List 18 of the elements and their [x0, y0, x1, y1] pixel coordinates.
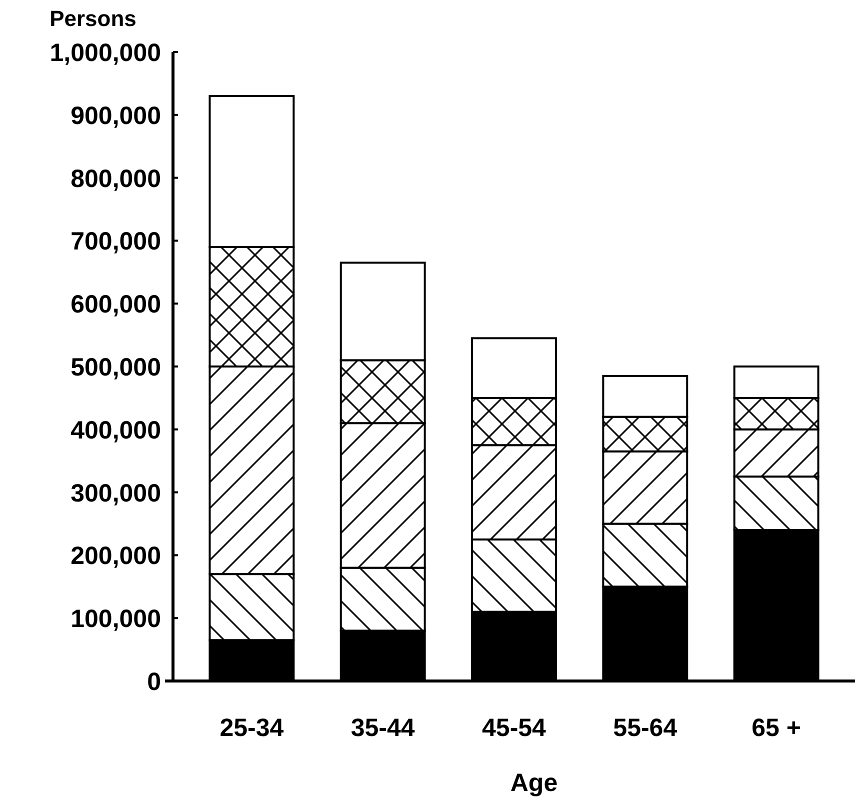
y-tick-label: 200,000 — [70, 542, 161, 570]
y-tick-label: 0 — [147, 668, 161, 696]
y-axis-title: Persons — [50, 6, 136, 31]
y-tick-label: 600,000 — [70, 290, 161, 319]
y-tick-label: 400,000 — [70, 416, 161, 444]
x-tick-label: 25-34 — [220, 714, 284, 742]
y-tick-label: 900,000 — [70, 102, 161, 130]
x-tick-label: 55-64 — [613, 714, 678, 742]
x-tick-label: 35-44 — [350, 714, 415, 742]
x-tick-label: 65 + — [752, 714, 801, 742]
y-tick-label: 700,000 — [70, 228, 161, 256]
x-tick-label: 45-54 — [482, 714, 546, 742]
y-tick-label: 100,000 — [70, 605, 161, 634]
y-tick-label: 1,000,000 — [50, 39, 161, 67]
y-tick-label: 500,000 — [70, 354, 161, 382]
x-axis-title: Age — [510, 769, 558, 797]
y-tick-label: 300,000 — [70, 479, 161, 508]
y-tick-label: 800,000 — [70, 164, 161, 193]
